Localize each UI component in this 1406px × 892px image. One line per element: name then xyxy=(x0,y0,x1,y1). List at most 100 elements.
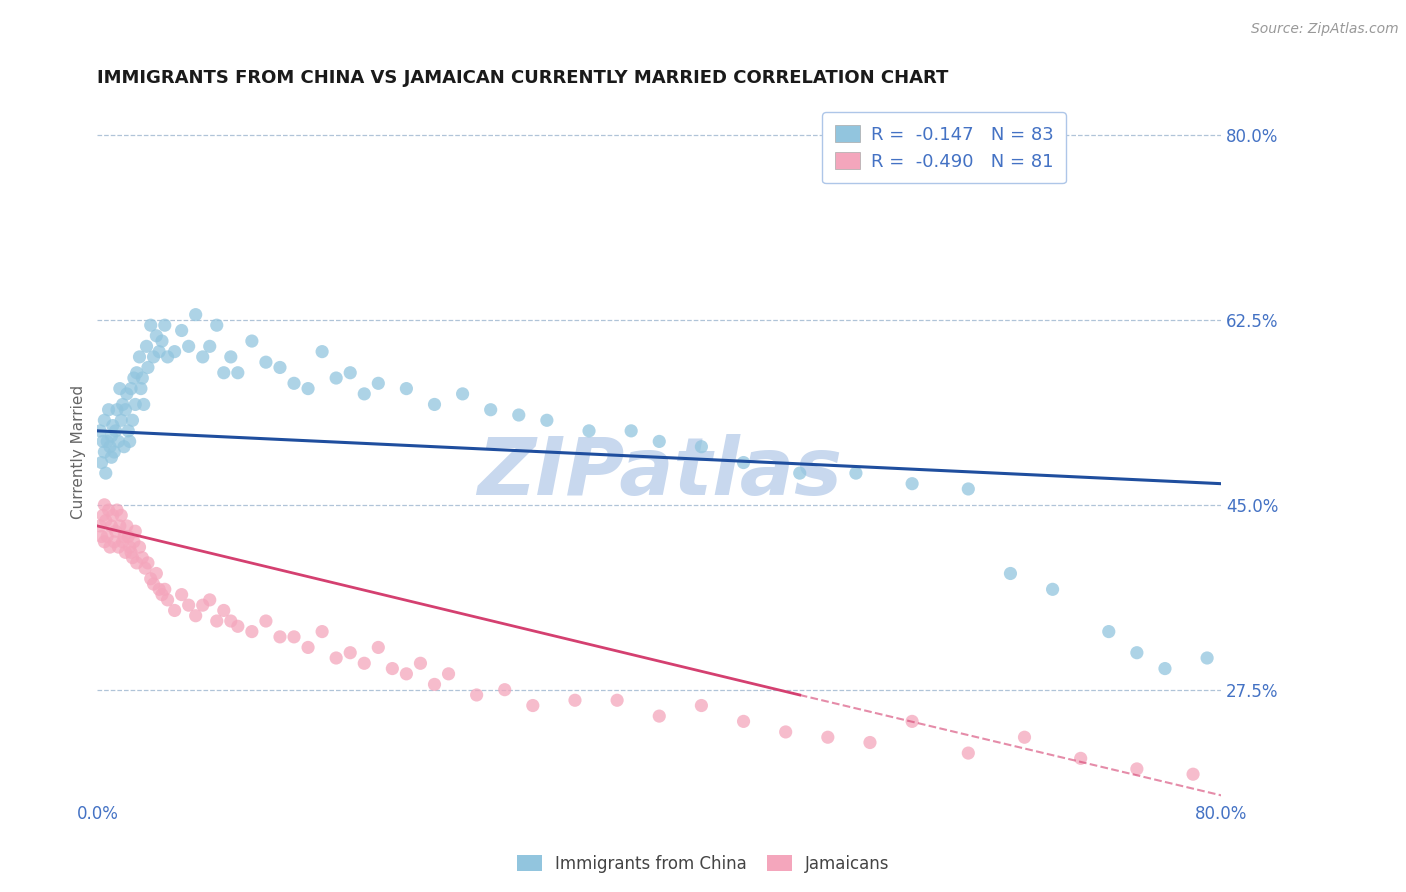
Point xyxy=(94,514,117,528)
Point xyxy=(163,344,186,359)
Point xyxy=(101,418,124,433)
Point xyxy=(117,529,139,543)
Point xyxy=(131,371,153,385)
Point xyxy=(100,519,122,533)
Point xyxy=(128,350,150,364)
Point xyxy=(118,434,141,449)
Point xyxy=(283,630,305,644)
Point xyxy=(91,508,114,523)
Point xyxy=(121,550,143,565)
Point xyxy=(789,466,811,480)
Point xyxy=(156,593,179,607)
Point xyxy=(212,366,235,380)
Point xyxy=(121,413,143,427)
Point xyxy=(184,608,207,623)
Point xyxy=(91,434,114,449)
Point xyxy=(134,561,156,575)
Point xyxy=(381,662,404,676)
Point xyxy=(451,387,474,401)
Point xyxy=(198,339,221,353)
Point xyxy=(177,339,200,353)
Point xyxy=(150,334,173,348)
Point xyxy=(142,350,165,364)
Text: ZIPatlas: ZIPatlas xyxy=(477,434,842,512)
Point xyxy=(1182,767,1205,781)
Point xyxy=(98,440,121,454)
Point xyxy=(205,614,228,628)
Point xyxy=(219,614,242,628)
Text: IMMIGRANTS FROM CHINA VS JAMAICAN CURRENTLY MARRIED CORRELATION CHART: IMMIGRANTS FROM CHINA VS JAMAICAN CURREN… xyxy=(97,69,949,87)
Point xyxy=(494,682,516,697)
Point xyxy=(817,730,839,744)
Point xyxy=(114,545,136,559)
Point xyxy=(103,445,125,459)
Point xyxy=(339,366,361,380)
Point xyxy=(125,366,148,380)
Point xyxy=(325,651,347,665)
Point xyxy=(1042,582,1064,597)
Point xyxy=(90,529,112,543)
Point xyxy=(93,445,115,459)
Point xyxy=(115,519,138,533)
Point xyxy=(733,714,755,729)
Point xyxy=(111,534,134,549)
Point xyxy=(1000,566,1022,581)
Point xyxy=(205,318,228,333)
Point xyxy=(219,350,242,364)
Point xyxy=(198,593,221,607)
Point xyxy=(139,318,162,333)
Point xyxy=(98,540,121,554)
Point xyxy=(105,402,128,417)
Point xyxy=(578,424,600,438)
Legend: Immigrants from China, Jamaicans: Immigrants from China, Jamaicans xyxy=(510,848,896,880)
Point xyxy=(163,603,186,617)
Point xyxy=(108,382,131,396)
Point xyxy=(122,371,145,385)
Point xyxy=(191,598,214,612)
Point xyxy=(90,456,112,470)
Point xyxy=(150,588,173,602)
Point xyxy=(156,350,179,364)
Point xyxy=(1126,646,1149,660)
Point xyxy=(240,334,263,348)
Point xyxy=(117,424,139,438)
Point xyxy=(153,318,176,333)
Point xyxy=(423,397,446,411)
Point xyxy=(93,534,115,549)
Point xyxy=(104,424,127,438)
Point xyxy=(536,413,558,427)
Point xyxy=(212,603,235,617)
Point xyxy=(1098,624,1121,639)
Point xyxy=(101,508,124,523)
Point xyxy=(103,534,125,549)
Point xyxy=(100,450,122,465)
Text: Source: ZipAtlas.com: Source: ZipAtlas.com xyxy=(1251,22,1399,37)
Point xyxy=(129,382,152,396)
Point xyxy=(118,540,141,554)
Point xyxy=(93,413,115,427)
Point xyxy=(845,466,868,480)
Point xyxy=(111,397,134,411)
Point xyxy=(733,456,755,470)
Point xyxy=(325,371,347,385)
Point xyxy=(901,476,924,491)
Point xyxy=(132,397,155,411)
Point xyxy=(93,498,115,512)
Y-axis label: Currently Married: Currently Married xyxy=(72,385,86,519)
Point xyxy=(170,588,193,602)
Point xyxy=(97,402,120,417)
Point xyxy=(423,677,446,691)
Point xyxy=(254,614,277,628)
Point xyxy=(107,434,129,449)
Point xyxy=(125,556,148,570)
Point xyxy=(283,376,305,391)
Point xyxy=(606,693,628,707)
Point xyxy=(110,508,132,523)
Point xyxy=(465,688,488,702)
Point xyxy=(105,503,128,517)
Point xyxy=(620,424,643,438)
Point xyxy=(226,619,249,633)
Point xyxy=(775,725,797,739)
Point xyxy=(148,344,170,359)
Point xyxy=(339,646,361,660)
